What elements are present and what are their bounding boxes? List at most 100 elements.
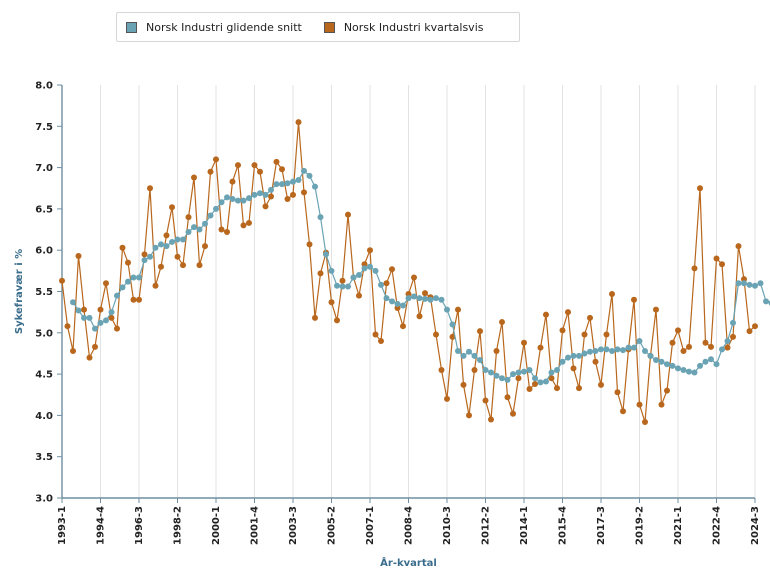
data-point (405, 295, 412, 302)
data-point (499, 375, 505, 382)
data-point (284, 180, 291, 187)
data-point (719, 261, 725, 268)
data-point (372, 267, 379, 274)
data-point (455, 347, 461, 354)
legend-label-glidende-snitt: Norsk Industri glidende snitt (146, 20, 302, 34)
data-point (746, 281, 753, 288)
data-point (708, 343, 714, 350)
data-point (279, 166, 285, 173)
data-point (521, 339, 527, 346)
data-point (543, 378, 549, 385)
x-tick-label: 2022-4 (712, 506, 723, 545)
data-point (273, 181, 280, 188)
data-point (587, 348, 593, 355)
data-point (532, 375, 538, 382)
data-point (339, 277, 346, 284)
data-point (108, 309, 115, 316)
data-point (537, 344, 544, 351)
data-point (554, 366, 560, 373)
data-point (339, 283, 346, 290)
data-point (290, 191, 296, 198)
data-point (427, 296, 434, 303)
data-point (675, 365, 681, 372)
data-point (378, 338, 384, 345)
data-point (741, 280, 747, 287)
data-point (97, 319, 104, 326)
data-point (691, 265, 698, 272)
data-point (345, 283, 351, 290)
data-point (433, 295, 439, 302)
data-point (719, 346, 725, 353)
data-point (119, 284, 126, 291)
x-tick-label: 1996-3 (134, 506, 145, 545)
data-point (636, 338, 643, 345)
data-point (59, 277, 65, 284)
data-point (361, 265, 368, 272)
data-point (152, 244, 159, 251)
legend-item-kvartalsvis[interactable]: Norsk Industri kvartalsvis (323, 20, 484, 34)
data-point (686, 343, 692, 350)
data-point (262, 191, 269, 198)
data-point (75, 252, 82, 259)
data-point (86, 354, 93, 361)
legend-swatch-kvartalsvis (323, 21, 335, 33)
data-point (334, 282, 340, 289)
data-point (460, 352, 467, 359)
data-point (444, 306, 450, 313)
x-tick-label: 2019-2 (635, 506, 646, 545)
data-point (185, 214, 192, 221)
data-point (422, 295, 428, 302)
data-point (103, 280, 109, 287)
data-point (147, 185, 153, 192)
data-point (664, 387, 670, 394)
data-point (675, 327, 681, 334)
legend-item-glidende-snitt[interactable]: Norsk Industri glidende snitt (126, 21, 302, 34)
data-point (521, 368, 527, 375)
data-point (598, 381, 604, 388)
data-point (394, 305, 401, 312)
data-point (163, 232, 170, 239)
y-tick-label: 6.5 (35, 204, 53, 215)
data-point (389, 266, 395, 273)
data-point (724, 344, 731, 351)
data-point (438, 366, 445, 373)
data-point (510, 410, 516, 417)
legend-swatch-glidende-snitt (126, 21, 137, 33)
y-tick-label: 3.0 (35, 494, 53, 505)
data-point (735, 243, 742, 250)
data-point (471, 352, 478, 359)
data-point (191, 174, 197, 181)
data-point (114, 292, 120, 299)
x-tick-label: 2003-3 (288, 506, 299, 545)
data-point (669, 339, 676, 346)
data-point (488, 416, 494, 423)
data-point (334, 317, 340, 324)
data-point (158, 263, 164, 270)
data-point (213, 156, 219, 163)
data-point (686, 368, 692, 375)
data-point (312, 183, 318, 190)
data-point (548, 369, 555, 376)
data-point (576, 385, 582, 392)
data-point (735, 280, 742, 287)
data-point (482, 366, 489, 373)
data-point (532, 381, 538, 388)
data-point (141, 257, 148, 264)
data-point (697, 362, 703, 369)
data-point (730, 319, 736, 326)
data-point (526, 366, 533, 373)
data-point (416, 313, 423, 320)
data-point (262, 203, 269, 210)
data-point (422, 290, 428, 297)
data-point (581, 331, 588, 338)
legend-label-kvartalsvis: Norsk Industri kvartalsvis (343, 20, 484, 34)
data-point (565, 354, 571, 361)
data-point (207, 168, 214, 175)
data-point (449, 333, 456, 340)
data-point (224, 194, 230, 201)
data-point (125, 278, 131, 285)
data-point (218, 199, 225, 206)
data-point (416, 295, 423, 302)
data-point (378, 281, 384, 288)
data-point (702, 339, 709, 346)
